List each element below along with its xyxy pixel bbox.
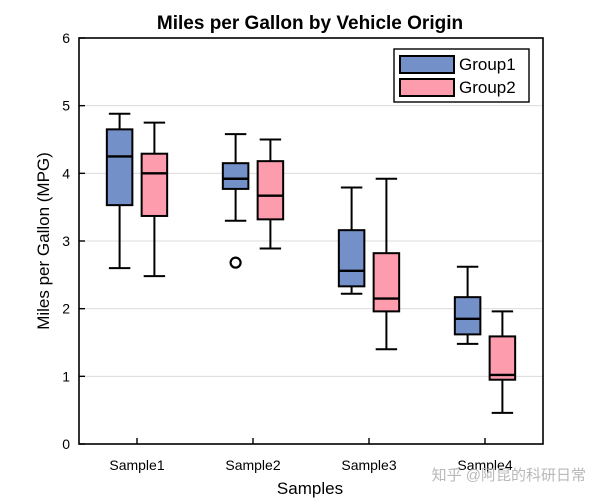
box-group1-sample1 [105, 112, 134, 270]
legend-label-group2: Group2 [459, 78, 516, 97]
legend: Group1 Group2 [393, 48, 530, 103]
box-body [372, 252, 401, 313]
legend-swatch-group2 [399, 78, 455, 97]
y-tick-label: 4 [62, 165, 70, 181]
box-group2-sample2 [256, 138, 285, 250]
x-axis: Sample1 Sample2 Sample3 Sample4 [109, 438, 513, 473]
y-tick-label: 6 [62, 30, 70, 46]
plot-frame [78, 37, 544, 445]
box-group2-sample4 [488, 310, 517, 414]
box-plot-series [105, 112, 517, 414]
box-group2-sample1 [140, 121, 169, 278]
box-body [140, 152, 169, 217]
y-tick-label: 0 [62, 436, 70, 452]
x-tick-label: Sample1 [109, 457, 164, 473]
y-axis-label: Miles per Gallon (MPG) [34, 152, 53, 330]
y-tick-label: 5 [62, 98, 70, 114]
box-body [488, 335, 517, 381]
box-body [221, 162, 250, 190]
box-body [105, 128, 134, 207]
x-axis-label: Samples [277, 479, 343, 498]
box-body [453, 296, 482, 336]
x-tick-label: Sample3 [341, 457, 396, 473]
chart-title: Miles per Gallon by Vehicle Origin [157, 13, 463, 34]
y-axis: 0 1 2 3 4 5 6 [62, 30, 85, 452]
y-tick-label: 2 [62, 301, 70, 317]
y-tick-label: 1 [62, 368, 70, 384]
box-group1-sample3 [337, 186, 366, 295]
box-body [256, 160, 285, 221]
watermark-text: 知乎 @阿昆的科研日常 [432, 467, 586, 484]
box-group1-sample2 [221, 133, 250, 269]
box-group1-sample4 [453, 265, 482, 345]
legend-label-group1: Group1 [459, 55, 516, 74]
x-tick-label: Sample2 [225, 457, 280, 473]
y-tick-label: 3 [62, 233, 70, 249]
x-tick-label: Sample4 [457, 457, 512, 473]
outlier-point [229, 256, 242, 269]
box-body [337, 229, 366, 288]
legend-swatch-group1 [399, 55, 455, 74]
box-group2-sample3 [372, 177, 401, 351]
grid-lines [79, 105, 543, 377]
